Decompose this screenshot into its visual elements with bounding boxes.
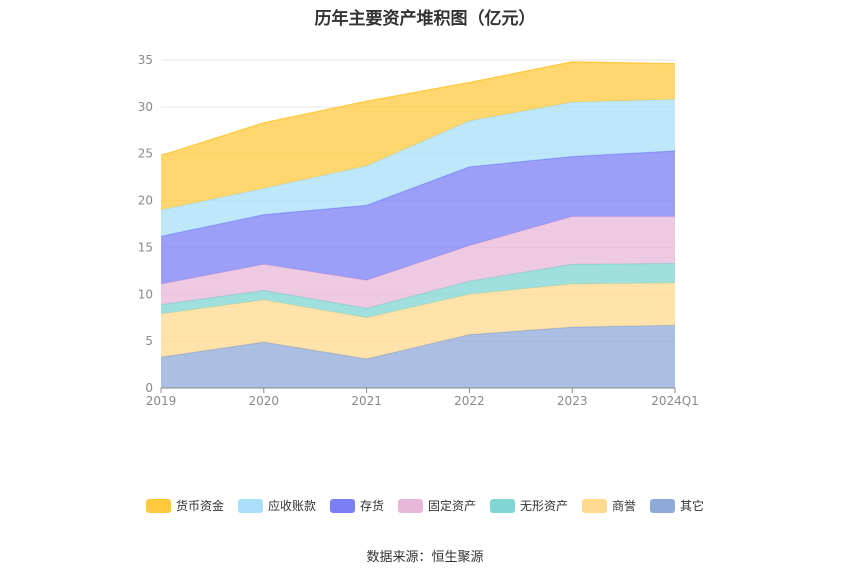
legend-item[interactable]: 应收账款 [237, 497, 316, 514]
area-series-0 [161, 325, 675, 388]
legend-item[interactable]: 其它 [650, 497, 704, 514]
legend-swatch [582, 498, 608, 513]
legend: 货币资金 应收账款 存货 固定资产 无形资产 商誉 其它 [0, 497, 850, 514]
legend-swatch [397, 498, 423, 513]
y-tick-label: 0 [145, 381, 153, 395]
y-tick-label: 25 [138, 147, 153, 161]
legend-swatch [650, 498, 676, 513]
x-tick-label: 2022 [454, 394, 485, 408]
legend-label: 货币资金 [175, 499, 224, 513]
x-tick-label: 2019 [146, 394, 177, 408]
data-source-note: 数据来源：恒生聚源 [366, 550, 484, 565]
legend-swatch [329, 498, 355, 513]
area-series-2 [161, 263, 675, 318]
y-tick-label: 5 [145, 334, 153, 348]
area-series-1 [161, 283, 675, 359]
legend-swatch [145, 498, 171, 513]
legend-item[interactable]: 固定资产 [397, 497, 476, 514]
area-series-line-6 [160, 61, 676, 157]
legend-label: 商誉 [612, 499, 637, 513]
legend-item[interactable]: 存货 [329, 497, 384, 514]
legend-item[interactable]: 无形资产 [490, 497, 568, 514]
legend-item[interactable]: 商誉 [582, 497, 636, 514]
y-tick-label: 35 [138, 53, 153, 67]
area-series-6 [161, 61, 675, 210]
legend-label: 无形资产 [520, 499, 569, 513]
y-tick-label: 30 [138, 100, 153, 114]
x-tick-label: 2024Q1 [651, 394, 699, 408]
area-series-4 [161, 150, 675, 284]
y-tick-label: 20 [138, 194, 153, 208]
area-series-3 [161, 216, 675, 309]
legend-label: 存货 [359, 499, 384, 513]
x-tick-label: 2020 [249, 394, 280, 408]
legend-item[interactable]: 货币资金 [145, 497, 224, 514]
area-series-5 [161, 99, 675, 237]
legend-label: 其它 [680, 499, 705, 513]
y-tick-label: 15 [138, 240, 153, 254]
y-tick-label: 10 [138, 287, 153, 301]
x-tick-label: 2021 [351, 394, 382, 408]
legend-swatch [237, 498, 263, 513]
legend-label: 固定资产 [427, 499, 476, 513]
legend-label: 应收账款 [267, 499, 316, 513]
legend-swatch [490, 498, 515, 513]
x-tick-label: 2023 [557, 394, 588, 408]
chart-title: 历年主要资产堆积图（亿元） [314, 9, 536, 29]
